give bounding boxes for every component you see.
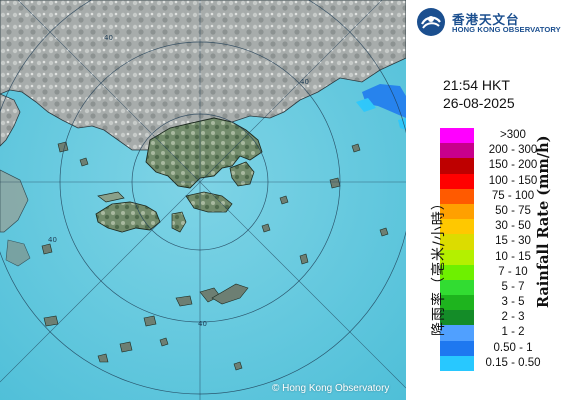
info-panel: 香港天文台 HONG KONG OBSERVATORY 21:54 HKT 26…: [406, 0, 577, 400]
legend-row: 15 - 30: [440, 234, 570, 250]
legend-label: 2 - 3: [501, 311, 525, 324]
radar-map[interactable]: 40 40 40 40 © Hong Kong Observatory: [0, 0, 406, 400]
logo-name-english: HONG KONG OBSERVATORY: [452, 25, 561, 34]
legend-color-swatch: [440, 203, 474, 220]
legend-row: 10 - 15: [440, 249, 570, 265]
legend-label: 30 - 50: [495, 220, 531, 233]
legend-label: 150 - 200: [488, 159, 538, 172]
legend-label: 0.50 - 1: [493, 341, 533, 354]
western-land-lower: [0, 169, 29, 233]
legend-row: 30 - 50: [440, 219, 570, 235]
legend-color-swatch: [440, 325, 474, 341]
legend-label: 7 - 10: [498, 265, 528, 278]
legend-row: 75 - 100: [440, 188, 570, 204]
legend-color-swatch: [440, 219, 474, 235]
hong-kong-island: [185, 191, 233, 213]
legend-color-swatch: [440, 264, 474, 280]
legend-color-swatch: [440, 279, 474, 296]
airport-island: [97, 191, 125, 203]
legend-row: 0.15 - 0.50: [440, 355, 570, 371]
legend-row: 200 - 300: [440, 143, 570, 159]
legend-unit-english: Rainfall Rate (mm/h): [535, 135, 552, 308]
legend-color-swatch: [440, 340, 474, 356]
legend-color-swatch: [440, 249, 474, 265]
hko-emblem-icon: [417, 8, 445, 36]
copyright-text: © Hong Kong Observatory: [272, 383, 390, 394]
legend-label: 10 - 15: [495, 250, 531, 263]
legend-row: 150 - 200: [440, 158, 570, 174]
legend-color-swatch: [440, 355, 474, 371]
range-ring-label: 40: [198, 320, 207, 328]
legend-row: 3 - 5: [440, 295, 570, 311]
hong-kong-land: [145, 117, 263, 189]
lantau-island: [95, 201, 161, 233]
rainfall-legend: >300 200 - 300 150 - 200 100 - 150 75 - 100 5…: [440, 128, 570, 371]
outlying-islands: [41, 141, 389, 371]
legend-color-swatch: [440, 234, 474, 250]
observation-date: 26-08-2025: [443, 95, 515, 111]
legend-label: 200 - 300: [488, 144, 538, 157]
hko-logo[interactable]: 香港天文台 HONG KONG OBSERVATORY: [416, 7, 576, 37]
legend-label: 5 - 7: [501, 280, 525, 293]
legend-row: 0.50 - 1: [440, 340, 570, 356]
legend-color-swatch: [440, 173, 474, 189]
legend-label: 1 - 2: [501, 326, 525, 339]
range-ring-label: 40: [48, 236, 57, 244]
legend-unit-chinese: 降雨率（毫米/小時）: [431, 195, 447, 336]
legend-label: 50 - 75: [495, 204, 531, 217]
legend-row: >300: [440, 128, 570, 144]
legend-color-swatch: [440, 143, 474, 159]
legend-color-swatch: [440, 310, 474, 326]
rain-echoes: [356, 84, 406, 130]
range-ring-label: 40: [300, 78, 309, 86]
observation-time: 21:54 HKT: [443, 77, 510, 93]
range-ring-label: 40: [104, 34, 113, 42]
radar-map-canvas: 40 40 40 40: [0, 0, 406, 400]
western-land: [0, 93, 21, 147]
legend-label: >300: [500, 129, 526, 141]
legend-label: 75 - 100: [491, 189, 535, 202]
lamma-island: [171, 211, 187, 233]
legend-color-swatch: [440, 188, 474, 204]
legend-row: 2 - 3: [440, 310, 570, 326]
legend-label: 15 - 30: [495, 235, 531, 248]
legend-row: 1 - 2: [440, 325, 570, 341]
legend-color-swatch: [440, 158, 474, 174]
western-island: [5, 239, 31, 267]
legend-color-swatch: [440, 128, 474, 144]
legend-row: 7 - 10: [440, 264, 570, 280]
legend-color-swatch: [440, 295, 474, 311]
hong-kong-east-land: [229, 161, 255, 187]
legend-label: 0.15 - 0.50: [485, 356, 541, 369]
legend-label: 3 - 5: [501, 296, 525, 309]
legend-row: 50 - 75: [440, 203, 570, 220]
legend-row: 5 - 7: [440, 279, 570, 296]
legend-row: 100 - 150: [440, 173, 570, 189]
logo-name-chinese: 香港天文台: [452, 12, 520, 27]
legend-label: 100 - 150: [488, 174, 538, 187]
radial-lines: [0, 0, 406, 400]
